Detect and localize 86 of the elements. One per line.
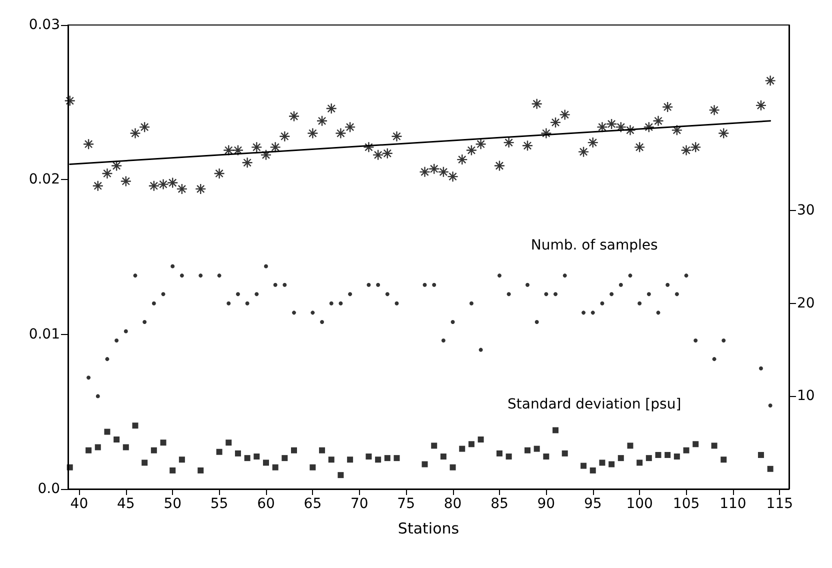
point xyxy=(450,320,455,324)
point xyxy=(712,357,716,362)
point xyxy=(273,282,278,287)
y-tick-label: 0.02 xyxy=(28,172,60,188)
text: Numb. of samples xyxy=(530,237,658,254)
point xyxy=(161,292,166,296)
x-tick-label: 115 xyxy=(766,496,794,512)
point xyxy=(170,264,175,268)
x-tick-label: 70 xyxy=(350,496,368,512)
point xyxy=(618,282,623,287)
point xyxy=(674,292,679,296)
point xyxy=(666,282,670,287)
y2-tick-label: 20 xyxy=(797,295,815,312)
point xyxy=(96,394,100,398)
point xyxy=(722,338,726,343)
x-tick-label: 100 xyxy=(626,496,653,512)
point xyxy=(656,310,660,315)
point xyxy=(610,292,614,296)
point xyxy=(469,301,474,306)
point xyxy=(86,376,91,380)
point xyxy=(236,292,240,296)
point xyxy=(394,301,399,306)
x-axis-title: Stations xyxy=(398,520,460,538)
x-tick-label: 95 xyxy=(584,496,602,512)
point xyxy=(768,403,772,408)
y-tick-label: 0.03 xyxy=(28,17,60,33)
point xyxy=(534,320,539,324)
point xyxy=(628,274,632,278)
x-tick-label: 60 xyxy=(257,496,275,512)
x-tick-label: 110 xyxy=(720,496,746,512)
y-tick-label: 0.0 xyxy=(38,481,60,497)
point xyxy=(217,274,222,278)
y-tick-label: 0.01 xyxy=(28,326,60,342)
point xyxy=(292,310,296,315)
point xyxy=(366,282,371,287)
point xyxy=(638,301,642,306)
point xyxy=(422,282,427,287)
point xyxy=(180,274,184,278)
point xyxy=(600,301,604,306)
point xyxy=(506,292,511,296)
x-tick-label: 75 xyxy=(397,496,415,512)
point xyxy=(329,301,334,306)
point xyxy=(376,282,380,287)
point xyxy=(282,282,287,287)
point xyxy=(348,292,352,296)
x-tick-label: 55 xyxy=(210,496,228,512)
x-tick-label: 85 xyxy=(490,496,508,512)
x-tick-label: 65 xyxy=(304,496,322,512)
point xyxy=(385,292,390,296)
point xyxy=(338,301,343,306)
point xyxy=(105,357,110,362)
y2-tick-label: 30 xyxy=(797,202,815,219)
point xyxy=(310,310,315,315)
point xyxy=(245,301,250,306)
point xyxy=(590,310,595,315)
point xyxy=(694,338,698,343)
x-tick-label: 80 xyxy=(444,496,462,512)
point xyxy=(114,338,119,343)
point xyxy=(432,282,436,287)
text: Standard deviation [psu] xyxy=(508,396,682,413)
point xyxy=(582,310,586,315)
point xyxy=(441,338,446,343)
point xyxy=(254,292,259,296)
point xyxy=(124,329,128,334)
point xyxy=(646,292,651,296)
point xyxy=(684,274,688,278)
point xyxy=(198,274,203,278)
point xyxy=(562,274,567,278)
point xyxy=(497,274,502,278)
x-tick-label: 105 xyxy=(672,496,700,512)
point xyxy=(554,292,558,296)
x-tick-label: 90 xyxy=(537,496,556,512)
x-tick-label: 40 xyxy=(70,496,88,512)
point xyxy=(320,320,324,324)
point xyxy=(152,301,156,306)
point xyxy=(264,264,268,268)
point xyxy=(142,320,147,324)
y2-tick-label: 10 xyxy=(797,388,815,404)
point xyxy=(133,274,138,278)
point xyxy=(526,282,530,287)
x-tick-label: 45 xyxy=(116,496,135,512)
point xyxy=(544,292,548,296)
point xyxy=(478,348,483,352)
point xyxy=(758,366,763,370)
point xyxy=(226,301,231,306)
x-tick-label: 50 xyxy=(164,496,182,512)
